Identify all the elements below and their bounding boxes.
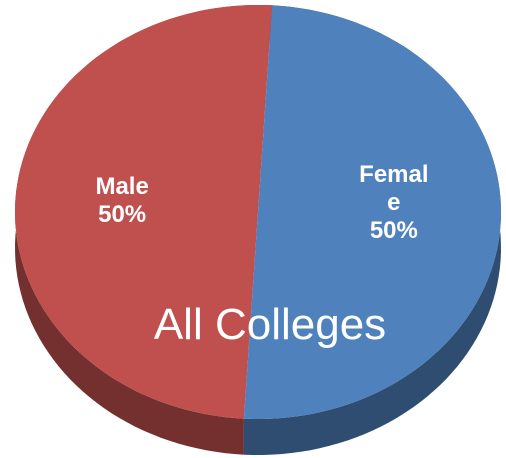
slice: [15, 5, 273, 419]
slice-label: Male 50%: [85, 173, 159, 229]
category-label: Female: [359, 160, 429, 216]
value-label: 50%: [98, 201, 147, 229]
value-label: 50%: [369, 216, 418, 244]
category-label: Male: [95, 173, 149, 201]
slice: [243, 5, 501, 420]
chart-title: All Colleges: [153, 300, 387, 349]
slice-label: Female 50%: [357, 161, 431, 245]
